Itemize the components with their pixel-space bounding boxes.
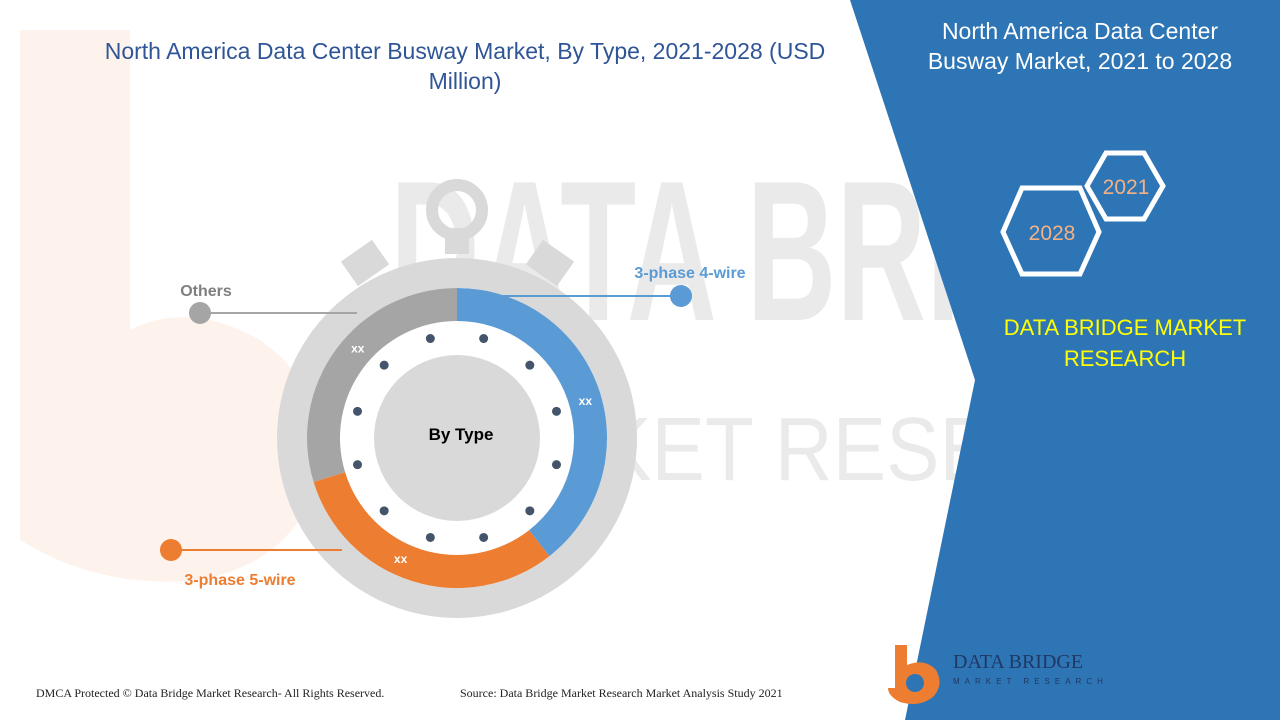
watermark-logo-icon bbox=[20, 30, 322, 582]
tick-dot bbox=[525, 360, 535, 370]
legend-label-others: Others bbox=[180, 283, 232, 300]
segment-3-phase-5-wire bbox=[313, 472, 550, 588]
callout-dot-3-phase-4-wire bbox=[670, 285, 692, 307]
year-end: 2028 bbox=[1029, 222, 1076, 245]
tick-dot bbox=[379, 360, 389, 370]
stopwatch-button-left bbox=[340, 239, 390, 287]
footer-source: Source: Data Bridge Market Research Mark… bbox=[460, 686, 783, 700]
center-label: By Type bbox=[429, 425, 494, 444]
donut-ring bbox=[307, 288, 607, 588]
center-circle bbox=[374, 355, 540, 521]
tick-dot bbox=[479, 334, 489, 344]
tick-dot bbox=[425, 532, 435, 542]
logo: DATA BRIDGE MARKET RESEARCH bbox=[888, 645, 1108, 704]
segment-labels: xx 3-phase 4-wire xx 3-phase 5-wire xx Others bbox=[160, 265, 746, 589]
value-label-others: xx bbox=[351, 342, 365, 356]
callout-dot-3-phase-5-wire bbox=[160, 539, 182, 561]
value-label-3-phase-4-wire: xx bbox=[579, 394, 593, 408]
segment-others bbox=[307, 288, 457, 482]
callout-dot-others bbox=[189, 302, 211, 324]
side-panel bbox=[850, 0, 1280, 720]
stopwatch-button-right bbox=[525, 239, 575, 287]
tick-dots bbox=[353, 334, 561, 542]
panel-title: North America Data Center Busway Market,… bbox=[927, 18, 1233, 74]
hexagon-2028-icon bbox=[1000, 185, 1102, 277]
value-label-3-phase-5-wire: xx bbox=[394, 552, 408, 566]
segment-3-phase-4-wire bbox=[457, 288, 607, 557]
stopwatch-stem bbox=[445, 228, 469, 254]
tick-dot bbox=[379, 506, 389, 516]
tick-dot bbox=[353, 406, 363, 416]
legend-label-3-phase-5-wire: 3-phase 5-wire bbox=[184, 572, 295, 589]
brand-name: DATA BRIDGE MARKET RESEARCH bbox=[1003, 315, 1247, 371]
hexagon-2021-icon bbox=[1084, 150, 1166, 222]
chart-title: North America Data Center Busway Market,… bbox=[104, 38, 826, 94]
tick-dot bbox=[525, 506, 535, 516]
logo-text: DATA BRIDGE bbox=[953, 651, 1083, 673]
tick-dot bbox=[551, 460, 561, 470]
tick-dot bbox=[479, 532, 489, 542]
tick-dot bbox=[425, 334, 435, 344]
year-start: 2021 bbox=[1103, 176, 1150, 199]
logo-subtext: MARKET RESEARCH bbox=[953, 677, 1108, 686]
legend-label-3-phase-4-wire: 3-phase 4-wire bbox=[634, 265, 745, 282]
logo-icon-inner bbox=[906, 674, 924, 692]
tick-dot bbox=[353, 460, 363, 470]
footer-copyright: DMCA Protected © Data Bridge Market Rese… bbox=[36, 686, 385, 700]
tick-dot bbox=[551, 406, 561, 416]
